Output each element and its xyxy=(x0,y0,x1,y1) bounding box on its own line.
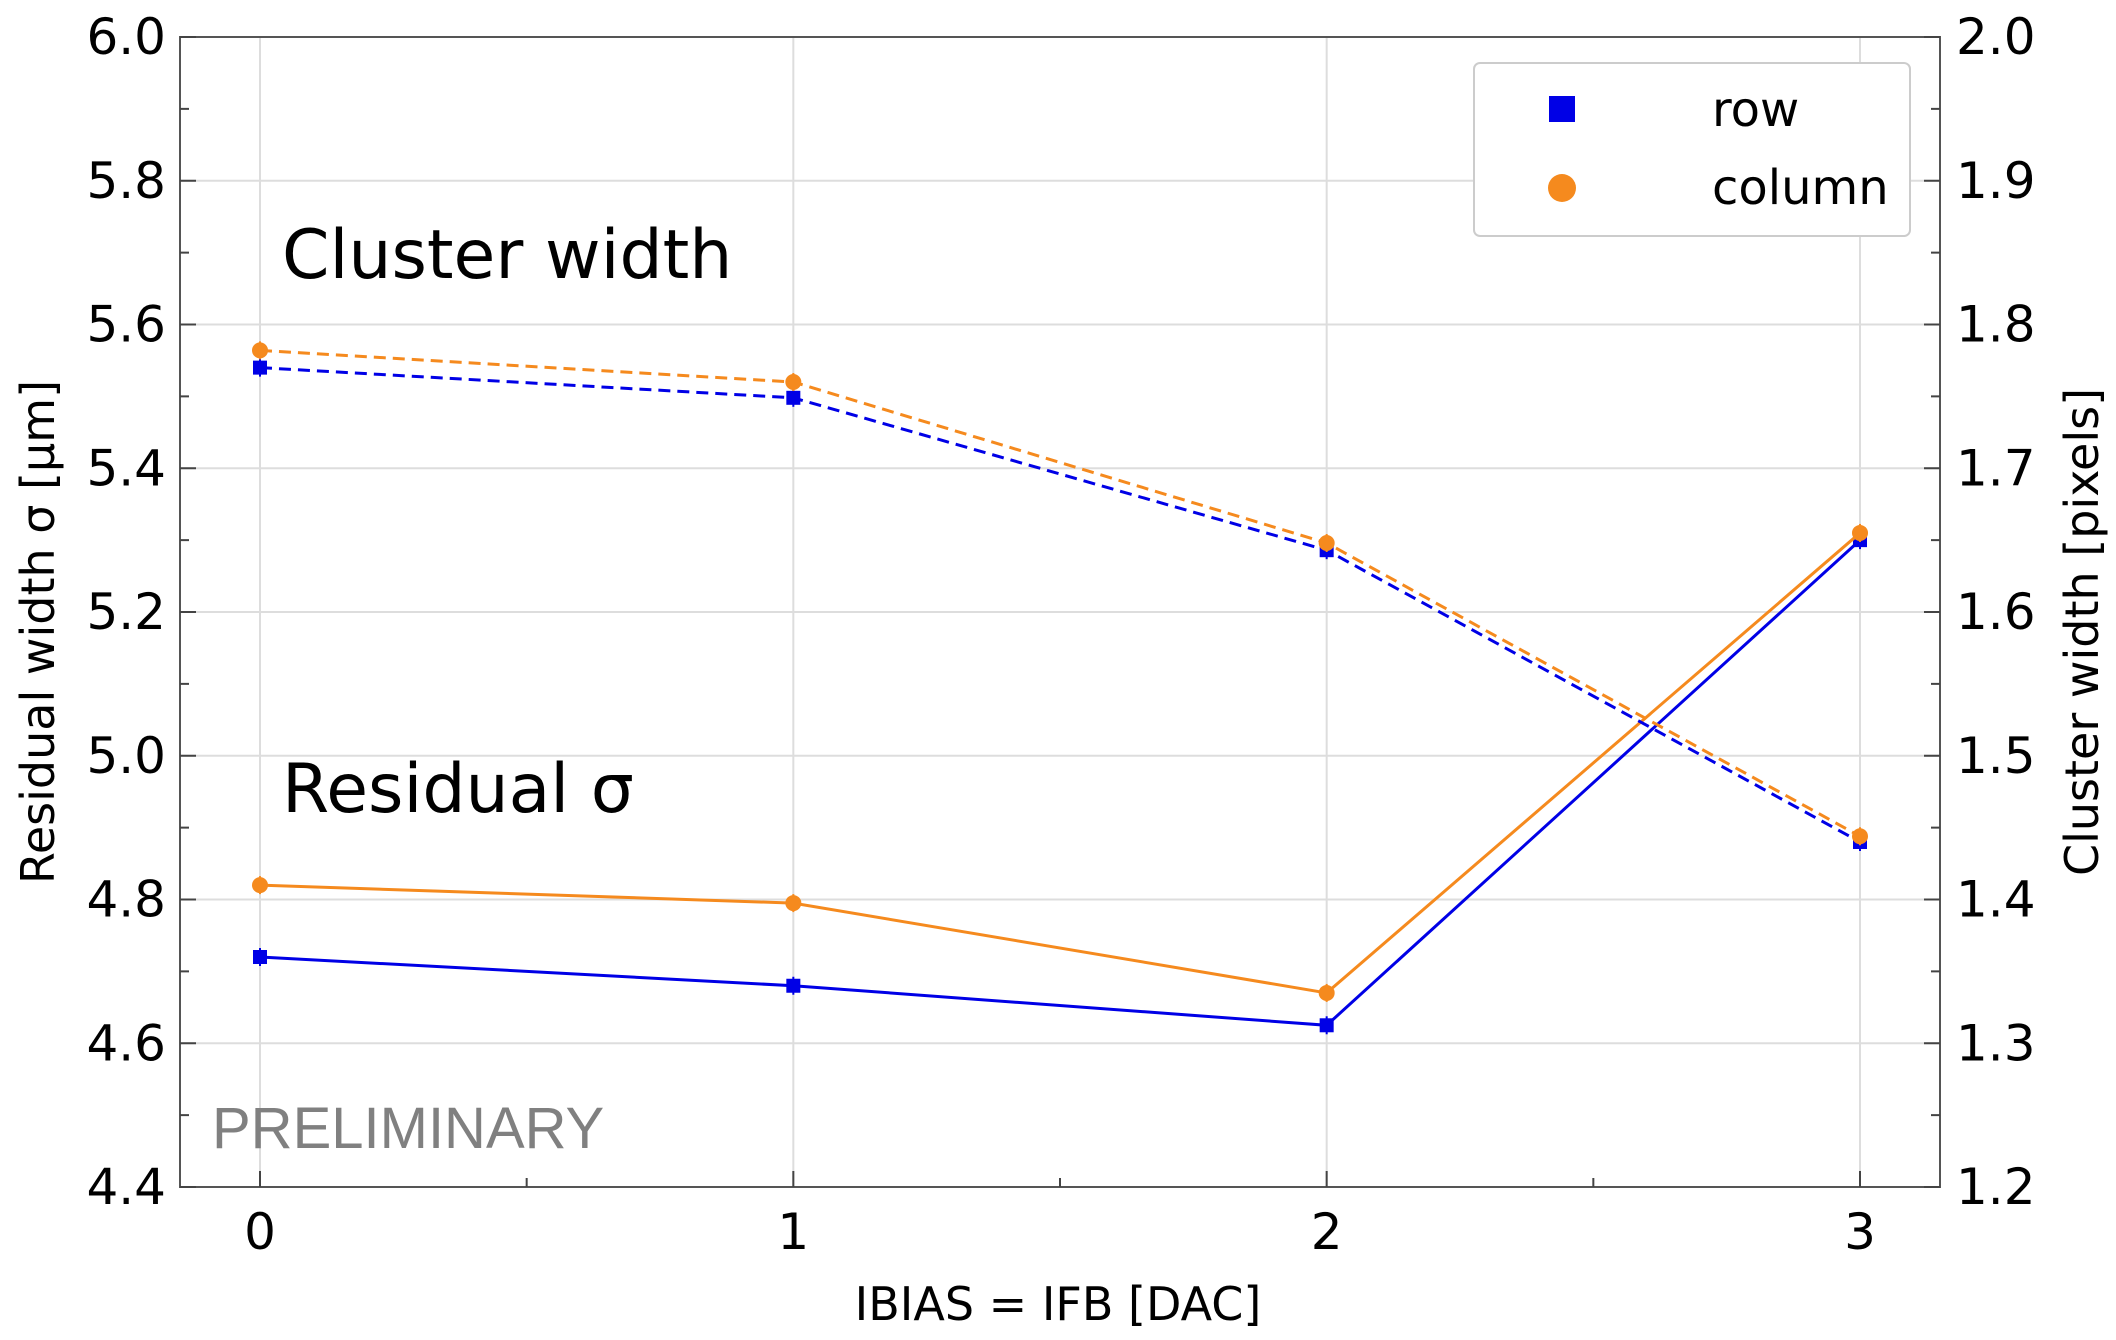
residual-row-point xyxy=(1319,1018,1334,1033)
residual-annotation: Residual σ xyxy=(282,750,634,829)
x-axis-title: IBIAS = IFB [DAC] xyxy=(855,1277,1262,1331)
residual-column-point xyxy=(785,895,802,912)
legend-row-label: row xyxy=(1712,82,1799,138)
y-left-tick-label: 5.4 xyxy=(86,439,166,497)
cluster-width-row-line xyxy=(259,366,1861,844)
residual-column-point xyxy=(1318,984,1335,1001)
residual-column-line xyxy=(259,531,1861,995)
legend: row column xyxy=(1473,62,1911,237)
cluster-width-column-point xyxy=(785,374,802,390)
legend-box xyxy=(1473,62,1911,237)
y-right-tick-label: 1.9 xyxy=(1956,152,2036,210)
y-left-tick-label: 4.6 xyxy=(86,1014,166,1072)
y-right-tick-label: 2.0 xyxy=(1956,8,2036,66)
residual-row-line xyxy=(259,539,1862,1027)
cluster-width-column-point xyxy=(252,342,268,359)
legend-column-label: column xyxy=(1712,160,1889,216)
legend-row-marker xyxy=(1549,96,1575,122)
cluster-width-column-line xyxy=(259,348,1861,838)
y-right-tick-label: 1.4 xyxy=(1956,871,2036,929)
residual-row-point xyxy=(786,978,801,993)
cluster-width-annotation: Cluster width xyxy=(282,216,732,295)
residual-column-point xyxy=(1852,524,1868,541)
x-tick-label: 3 xyxy=(1844,1203,1876,1261)
x-tick-label: 1 xyxy=(777,1203,809,1261)
cluster-width-column-point xyxy=(1318,535,1335,551)
axes: 4.4 4.6 4.8 5.0 5.2 5.4 5.6 5.8 6.0 1.2 1.3 1.4 1.5 1… xyxy=(86,8,2035,1261)
residual-column-point xyxy=(252,877,268,894)
preliminary-watermark: PRELIMINARY xyxy=(212,1096,604,1161)
cluster-width-column-point xyxy=(1852,828,1868,845)
data-series xyxy=(252,341,1868,1035)
y-axis-left-title: Residual width σ [µm] xyxy=(11,380,65,884)
y-right-tick-label: 1.5 xyxy=(1956,727,2036,785)
cluster-width-row-point xyxy=(786,390,801,405)
x-tick-label: 0 xyxy=(244,1203,276,1261)
y-right-tick-label: 1.6 xyxy=(1956,583,2036,641)
y-left-tick-label: 5.6 xyxy=(86,296,166,354)
y-left-tick-label: 4.8 xyxy=(86,871,166,929)
y-left-tick-label: 5.0 xyxy=(86,727,166,785)
y-axis-right-title: Cluster width [pixels] xyxy=(2055,388,2109,876)
x-tick-label: 2 xyxy=(1311,1203,1343,1261)
y-left-tick-label: 6.0 xyxy=(86,8,166,66)
y-left-tick-label: 5.8 xyxy=(86,152,166,210)
residual-row-point xyxy=(253,950,267,964)
cluster-width-column-series xyxy=(252,341,1868,846)
y-right-tick-label: 1.2 xyxy=(1956,1158,2036,1216)
y-left-tick-label: 5.2 xyxy=(86,583,166,641)
y-right-tick-label: 1.3 xyxy=(1956,1014,2036,1072)
y-left-tick-label: 4.4 xyxy=(86,1158,166,1216)
y-right-tick-label: 1.8 xyxy=(1956,296,2036,354)
residual-column-series xyxy=(252,523,1868,1002)
legend-column-marker xyxy=(1548,174,1576,202)
y-right-tick-label: 1.7 xyxy=(1956,439,2036,497)
cluster-width-row-point xyxy=(253,360,267,375)
